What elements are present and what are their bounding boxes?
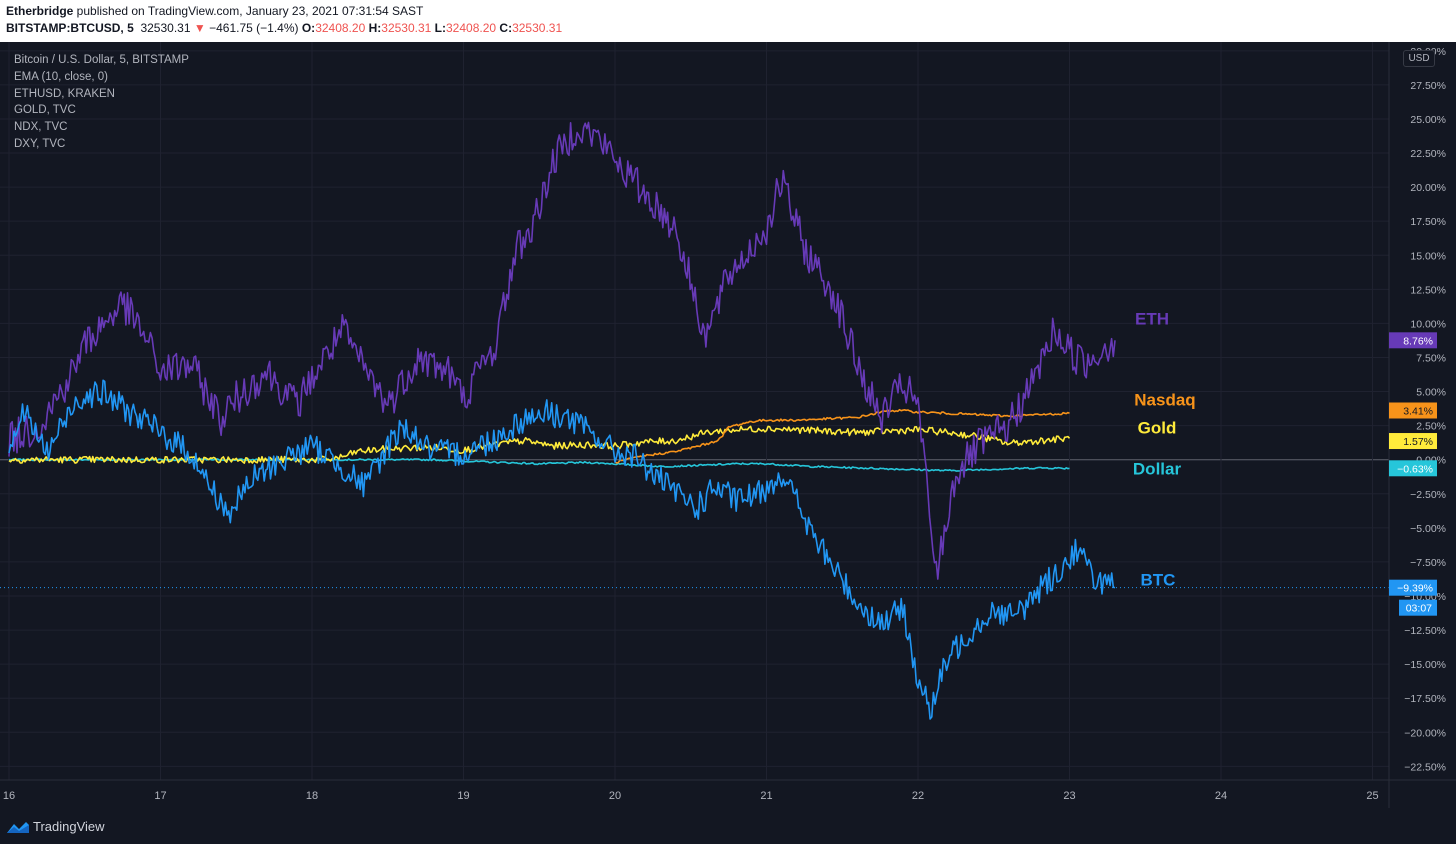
symbol-name[interactable]: BITSTAMP:BTCUSD, 5 bbox=[6, 21, 134, 35]
price-badge-eth bbox=[1389, 332, 1437, 349]
price-badge-btc bbox=[1389, 579, 1437, 596]
chart-area[interactable]: 30.00%27.50%25.00%22.50%20.00%17.50%15.0… bbox=[0, 42, 1456, 808]
series-labels: ETH Nasdaq Gold Dollar BTC bbox=[1133, 310, 1196, 590]
x-tick-label: 21 bbox=[760, 790, 772, 802]
high-value: 32530.31 bbox=[381, 21, 432, 35]
footer-brand[interactable]: TradingView bbox=[33, 819, 105, 834]
y-tick-label: 20.00% bbox=[1410, 182, 1446, 194]
series-line-eth bbox=[8, 121, 1116, 580]
low-label: L: bbox=[434, 21, 446, 35]
y-tick-label: 25.00% bbox=[1410, 114, 1446, 126]
x-tick-label: 25 bbox=[1366, 790, 1378, 802]
series-label-dollar: Dollar bbox=[1133, 459, 1182, 478]
series-label-nasdaq: Nasdaq bbox=[1134, 391, 1195, 410]
x-tick-label: 17 bbox=[154, 790, 166, 802]
publisher-name[interactable]: Etherbridge bbox=[6, 4, 74, 18]
legend-item[interactable]: ETHUSD, KRAKEN bbox=[14, 87, 115, 100]
y-tick-label: 10.00% bbox=[1410, 318, 1446, 330]
open-label: O: bbox=[301, 21, 316, 35]
high-label: H: bbox=[368, 21, 382, 35]
x-tick-label: 22 bbox=[912, 790, 924, 802]
y-tick-label: −2.50% bbox=[1410, 489, 1446, 501]
y-tick-label: 2.50% bbox=[1416, 421, 1446, 433]
footer: TradingView bbox=[0, 808, 1456, 844]
y-tick-label: 15.00% bbox=[1410, 250, 1446, 262]
legend-item[interactable]: EMA (10, close, 0) bbox=[14, 70, 108, 83]
y-tick-label: −7.50% bbox=[1410, 557, 1446, 569]
x-tick-label: 23 bbox=[1063, 790, 1075, 802]
y-tick-label: −12.50% bbox=[1404, 625, 1446, 637]
price-badge-label: −0.63% bbox=[1397, 463, 1433, 475]
down-arrow-icon: ▼ bbox=[193, 21, 206, 35]
last-price: 32530.31 bbox=[140, 21, 191, 35]
indicator-legend: Bitcoin / U.S. Dollar, 5, BITSTAMP EMA (… bbox=[14, 52, 189, 153]
price-badge-label: 1.57% bbox=[1403, 436, 1433, 448]
publish-header: Etherbridge published on TradingView.com… bbox=[0, 0, 1456, 42]
legend-item[interactable]: GOLD, TVC bbox=[14, 104, 76, 117]
tradingview-logo-icon bbox=[7, 822, 29, 833]
y-tick-label: 12.50% bbox=[1410, 284, 1446, 296]
currency-badge[interactable]: USD bbox=[1403, 50, 1435, 67]
x-tick-label: 24 bbox=[1215, 790, 1227, 802]
published-text: published on TradingView.com, January 23… bbox=[73, 4, 424, 18]
legend-item[interactable]: Bitcoin / U.S. Dollar, 5, BITSTAMP bbox=[14, 54, 189, 66]
price-change: −461.75 (−1.4%) bbox=[209, 21, 299, 35]
y-tick-label: −5.00% bbox=[1410, 523, 1446, 535]
chart-svg[interactable]: 30.00%27.50%25.00%22.50%20.00%17.50%15.0… bbox=[0, 42, 1456, 808]
y-tick-label: 27.50% bbox=[1410, 80, 1446, 92]
y-tick-label: −15.00% bbox=[1404, 659, 1446, 671]
x-tick-label: 19 bbox=[457, 790, 469, 802]
y-tick-label: −20.00% bbox=[1404, 727, 1446, 739]
legend-item[interactable]: NDX, TVC bbox=[14, 121, 68, 134]
close-value: 32530.31 bbox=[512, 21, 563, 35]
time-scale[interactable]: 16 17 18 19 20 21 22 23 24 25 bbox=[0, 779, 1456, 802]
series-line-nasdaq bbox=[614, 408, 1070, 464]
low-value: 32408.20 bbox=[446, 21, 497, 35]
countdown-label: 03:07 bbox=[1406, 603, 1432, 615]
x-tick-label: 18 bbox=[306, 790, 318, 802]
series-line-dollar bbox=[8, 458, 1070, 472]
price-badge-label: 3.41% bbox=[1403, 406, 1433, 418]
publish-line: Etherbridge published on TradingView.com… bbox=[6, 4, 423, 18]
price-badge-label: −9.39% bbox=[1397, 583, 1433, 595]
close-label: C: bbox=[499, 21, 513, 35]
price-badge-nasdaq bbox=[1389, 402, 1437, 419]
price-badge-label: 8.76% bbox=[1403, 335, 1433, 347]
y-tick-label: −22.50% bbox=[1404, 761, 1446, 773]
open-value: 32408.20 bbox=[315, 21, 366, 35]
x-tick-label: 20 bbox=[609, 790, 621, 802]
x-tick-label: 16 bbox=[3, 790, 15, 802]
series-label-gold: Gold bbox=[1138, 418, 1177, 437]
series-line-btc bbox=[8, 379, 1116, 720]
countdown-badge bbox=[1399, 599, 1437, 616]
y-tick-label: 7.50% bbox=[1416, 352, 1446, 364]
legend-item[interactable]: DXY, TVC bbox=[14, 137, 66, 150]
price-badge-dollar bbox=[1389, 460, 1437, 477]
price-scale[interactable]: 30.00%27.50%25.00%22.50%20.00%17.50%15.0… bbox=[1388, 42, 1446, 808]
y-tick-label: 22.50% bbox=[1410, 148, 1446, 160]
price-badge-gold bbox=[1389, 433, 1437, 450]
y-tick-label: −17.50% bbox=[1404, 693, 1446, 705]
chart-series bbox=[8, 121, 1116, 720]
chart-grid bbox=[0, 42, 1389, 780]
y-tick-label: 17.50% bbox=[1410, 216, 1446, 228]
series-label-eth: ETH bbox=[1135, 310, 1169, 329]
y-tick-label: 5.00% bbox=[1416, 387, 1446, 399]
series-label-btc: BTC bbox=[1141, 571, 1176, 590]
symbol-line: BITSTAMP:BTCUSD, 5 32530.31 ▼ −461.75 (−… bbox=[6, 21, 562, 35]
